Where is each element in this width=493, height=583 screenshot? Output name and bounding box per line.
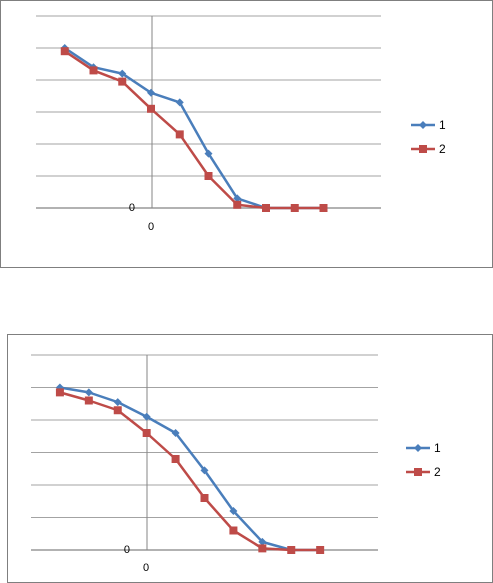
chart-2-plot: 0 0 1 2 [31,354,441,574]
chart-2-series-2-point [258,544,267,553]
chart-2-series-2-point [287,546,296,554]
chart-1-series-2-point [204,172,213,180]
chart-2-y-tick-label: 0 [124,544,130,556]
chart-1-series-1-point [147,88,155,97]
chart-2-series-1-line [59,386,321,552]
chart-2-series-1-point [171,429,180,437]
chart-2-series-2-point [142,429,151,437]
chart-2-series-1-point [229,507,238,515]
chart-1-series-2-point [89,66,98,75]
chart-1-legend-marker-2 [419,145,427,153]
chart-1-series-2-point [118,77,127,86]
chart-1-series-1-point [118,69,127,78]
chart-1-legend-marker-1 [419,121,427,129]
chart-1-series-1-point [204,149,213,158]
chart-2-series-2-point [200,494,209,502]
chart-1-series-2-line [64,50,324,210]
chart-1-y-tick-label: 0 [129,202,135,214]
chart-2-series-2-point [171,455,180,463]
chart-1-series-2-point [175,130,184,139]
chart-1: 0 0 1 2 [0,0,493,268]
chart-2-series-1-point [258,537,267,546]
chart-1-series-2-point [60,47,69,56]
chart-1-x-tick-label: 0 [148,221,154,233]
chart-2-series-2-point [84,396,93,405]
chart-1-series-1-point [233,194,242,203]
chart-2: 0 0 1 2 [7,334,493,583]
chart-2-series-2-point [229,526,238,535]
chart-1-series-1-point [175,98,184,107]
chart-1-series-2-point [147,104,155,113]
chart-1-series-2-point [319,204,328,212]
chart-1-series-2-point [233,200,242,209]
chart-2-x-tick-label: 0 [143,562,149,574]
chart-2-series-2-point [316,546,325,554]
chart-2-legend-label-1: 1 [434,441,441,455]
chart-1-series-2-point [262,204,270,212]
chart-2-legend-marker-1 [414,444,422,452]
chart-1-plot: 0 0 1 2 [36,15,446,233]
chart-2-legend-label-2: 2 [434,465,441,479]
chart-1-series-1-line [64,46,324,210]
chart-1-legend-label-2: 2 [439,142,446,156]
chart-2-series-1-point [84,388,93,397]
chart-2-series-1-point [200,466,209,475]
chart-2-series-2-point [55,388,64,397]
chart-2-series-2-line [59,391,321,552]
chart-1-series-2-point [290,204,299,212]
chart-1-legend-label-1: 1 [439,118,446,132]
chart-2-series-1-point [113,398,122,407]
chart-2-legend-marker-2 [414,468,422,476]
chart-2-series-1-point [142,412,151,421]
chart-2-series-2-point [113,406,122,415]
